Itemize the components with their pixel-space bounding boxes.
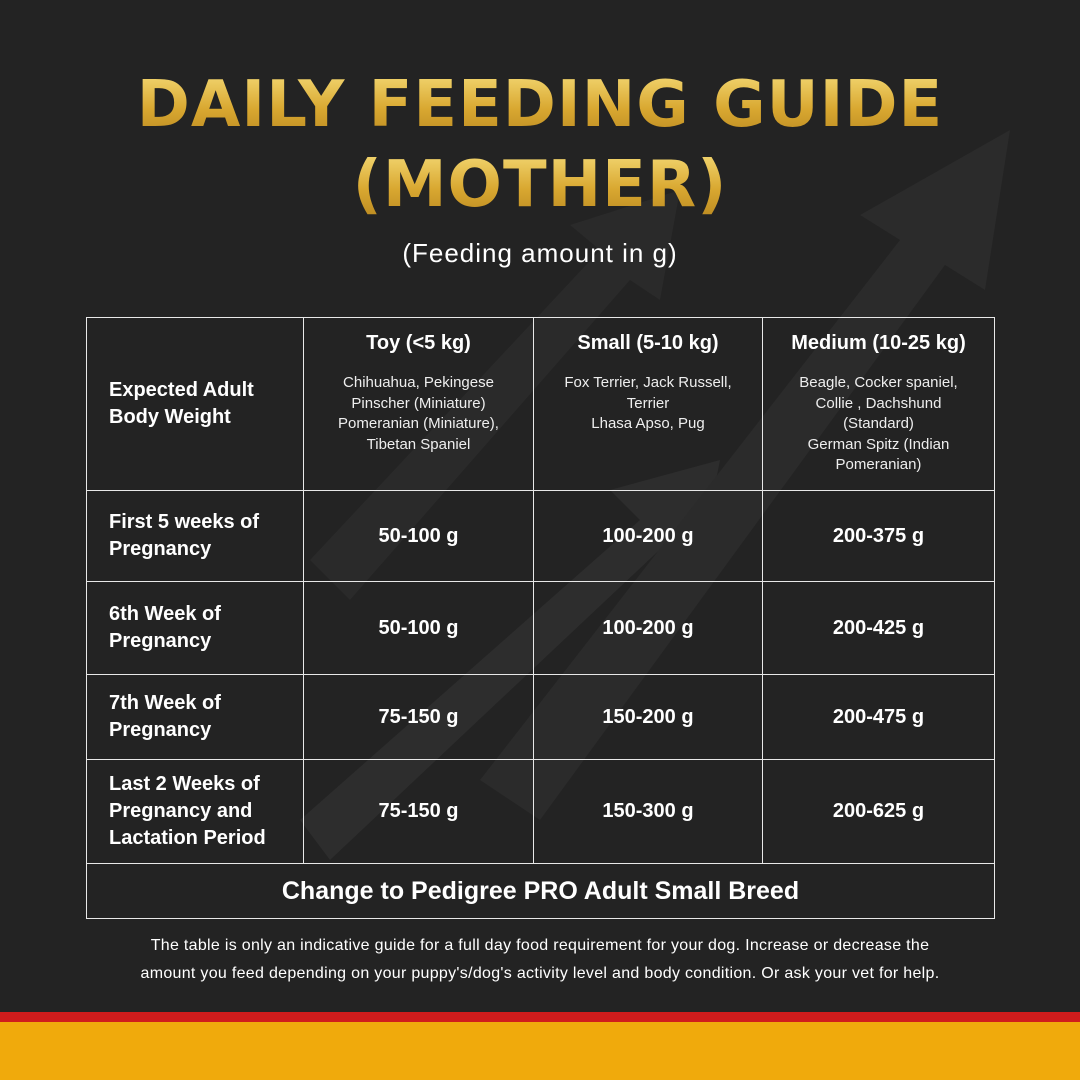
- amount-cell: 200-625 g: [762, 759, 995, 864]
- breed-line: Tibetan Spaniel: [366, 435, 471, 453]
- row-label-cell: Last 2 Weeks of Pregnancy and Lactation …: [86, 759, 304, 864]
- amount-cell: 100-200 g: [533, 490, 763, 582]
- breed-line: Pomeranian): [835, 456, 922, 473]
- footnote: The table is only an indicative guide fo…: [150, 937, 930, 954]
- amount-cell: 75-150 g: [303, 674, 534, 760]
- breed-line: (Standard): [843, 415, 914, 432]
- column-header: Medium (10-25 kg) Beagle, Cocker spaniel,…: [762, 317, 995, 491]
- column-header: Toy (<5 kg) Chihuahua, Pekingese Pinscher …: [303, 317, 534, 491]
- column-name: Medium (10-25 kg): [791, 332, 966, 354]
- column-name: Toy (<5 kg): [366, 332, 471, 354]
- subtitle: (Feeding amount in g): [402, 238, 678, 268]
- breed-line: Pinscher (Miniature): [351, 394, 486, 412]
- table-row: 7th Week of Pregnancy 75-150 g 150-200 g 20…: [86, 674, 995, 760]
- footnote: amount you feed depending on your puppy'…: [140, 965, 940, 982]
- feeding-table: Expected Adult Body Weight Toy (<5 kg) Chi…: [86, 317, 995, 919]
- breed-line: Pomeranian (Miniature),: [338, 415, 499, 432]
- table-row: 6th Week of Pregnancy 50-100 g 100-200 g 20…: [86, 581, 995, 675]
- amount-cell: 75-150 g: [303, 759, 534, 864]
- breed-line: Fox Terrier, Jack Russell,: [564, 374, 732, 391]
- row-label: 7th Week of Pregnancy: [109, 692, 221, 741]
- column-header: Small (5-10 kg) Fox Terrier, Jack Russell…: [533, 317, 763, 491]
- title: DAILY FEEDING GUIDE: [0, 68, 1080, 142]
- amount-cell: 100-200 g: [533, 581, 763, 675]
- amount-cell: 200-475 g: [762, 674, 995, 760]
- title: (MOTHER): [0, 148, 1080, 222]
- row-label-cell: 7th Week of Pregnancy: [86, 674, 304, 760]
- table-row: First 5 weeks of Pregnancy 50-100 g 100-20…: [86, 490, 995, 582]
- corner-cell: Expected Adult Body Weight: [86, 317, 304, 491]
- corner-label: Expected Adult Body Weight: [109, 379, 254, 428]
- breed-line: Beagle, Cocker spaniel,: [799, 374, 958, 391]
- footer-row: Change to Pedigree PRO Adult Small Breed: [86, 863, 995, 919]
- table-row: Last 2 Weeks of Pregnancy and Lactation …: [86, 759, 995, 864]
- breed-line: Terrier: [626, 394, 670, 412]
- amount-cell: 200-375 g: [762, 490, 995, 582]
- amount-cell: 150-300 g: [533, 759, 763, 864]
- red-stripe: [0, 1012, 1080, 1022]
- breed-line: Lhasa Apso, Pug: [591, 415, 705, 432]
- breed-line: Collie , Dachshund: [815, 394, 942, 412]
- amount-cell: 200-425 g: [762, 581, 995, 675]
- row-label-cell: First 5 weeks of Pregnancy: [86, 490, 304, 582]
- breed-line: German Spitz (Indian: [807, 435, 950, 453]
- yellow-band: [0, 1022, 1080, 1080]
- row-label: Last 2 Weeks of Pregnancy and Lactation …: [109, 773, 266, 849]
- footer-cell: Change to Pedigree PRO Adult Small Breed: [86, 863, 995, 919]
- row-label-cell: 6th Week of Pregnancy: [86, 581, 304, 675]
- amount-cell: 50-100 g: [303, 581, 534, 675]
- row-label: 6th Week of Pregnancy: [109, 603, 221, 652]
- amount-cell: 50-100 g: [303, 490, 534, 582]
- breed-line: Chihuahua, Pekingese: [343, 374, 494, 391]
- column-name: Small (5-10 kg): [577, 332, 719, 354]
- amount-cell: 150-200 g: [533, 674, 763, 760]
- row-label: First 5 weeks of Pregnancy: [109, 511, 260, 560]
